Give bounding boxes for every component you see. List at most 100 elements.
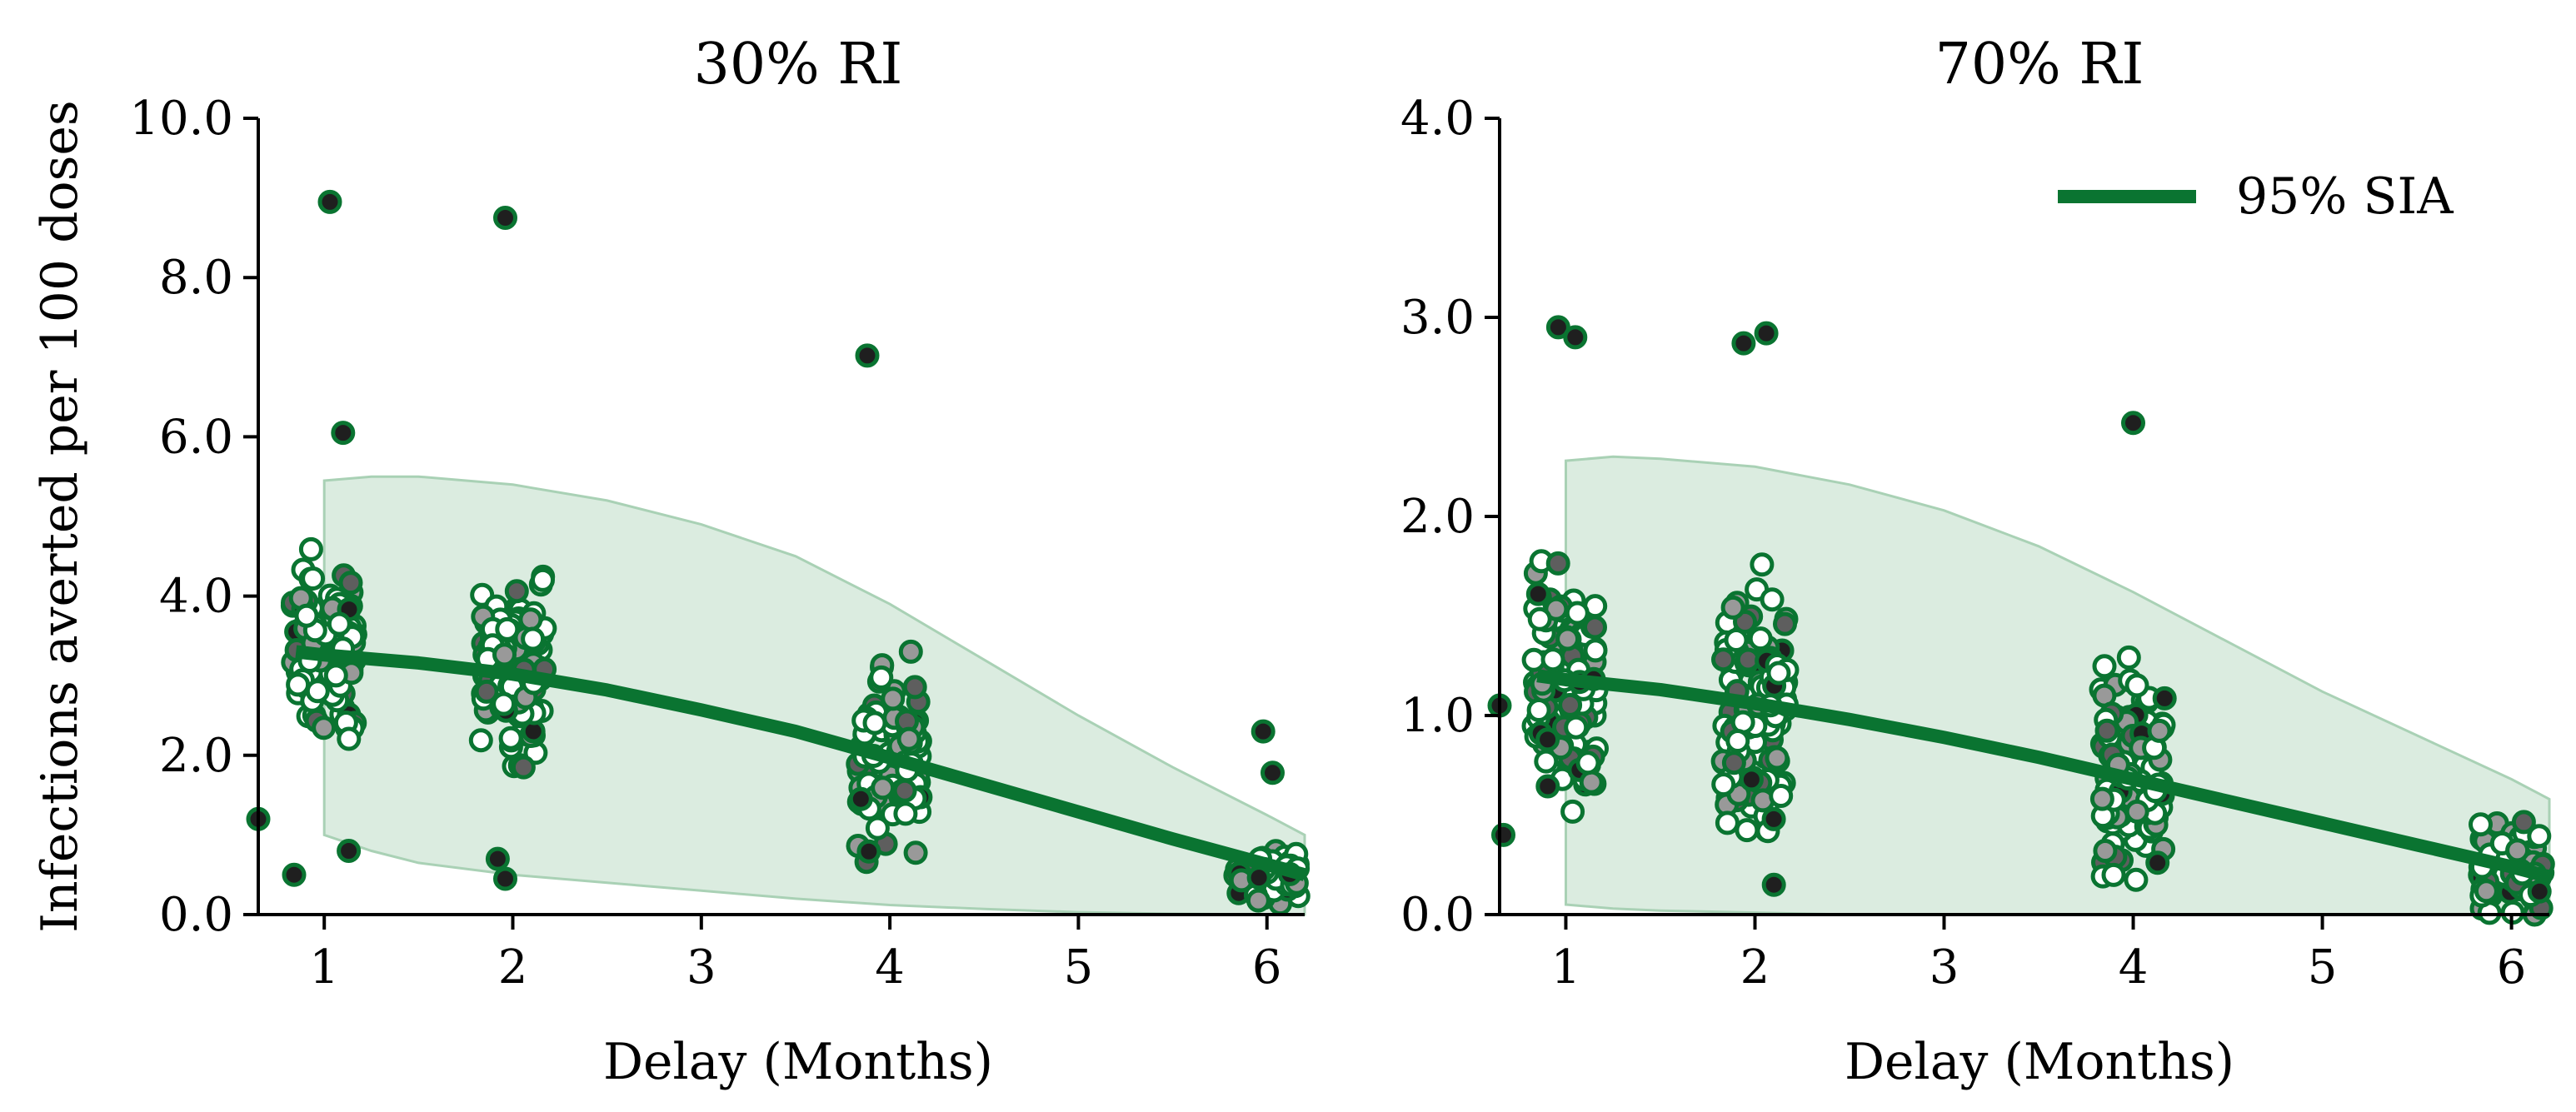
data-point [2094, 718, 2119, 743]
outlier-point [1261, 760, 1285, 785]
legend-label: 95% SIA [2236, 167, 2454, 226]
x-tick-label: 5 [1064, 940, 1094, 995]
data-point [1579, 770, 1604, 795]
data-point [1750, 552, 1775, 577]
data-point [871, 775, 896, 800]
outlier-point [485, 846, 510, 871]
data-point [1246, 888, 1271, 913]
data-point [1525, 581, 1550, 606]
panel-title: 70% RI [1935, 32, 2144, 97]
data-point [337, 726, 362, 751]
data-point [856, 839, 881, 864]
data-point [498, 726, 523, 750]
data-point [848, 786, 873, 811]
outlier-point [493, 866, 517, 891]
x-tick-label: 6 [1252, 940, 1282, 995]
outlier-point [331, 421, 356, 446]
data-point [492, 642, 517, 667]
outlier-point [1563, 325, 1588, 350]
y-tick-label: 4.0 [1400, 92, 1475, 146]
data-point [869, 665, 894, 690]
outlier-point [1491, 822, 1515, 847]
y-tick-label: 0.0 [159, 888, 233, 942]
y-tick-label: 3.0 [1400, 291, 1475, 345]
data-point [893, 801, 918, 826]
data-point [1765, 745, 1790, 770]
data-point [1760, 587, 1785, 612]
data-point [2469, 812, 2493, 837]
outlier-point [493, 206, 517, 230]
data-point [2145, 850, 2170, 875]
data-point [1720, 595, 1745, 620]
data-point [531, 567, 555, 592]
data-point [1565, 601, 1590, 626]
y-tick-label: 4.0 [159, 570, 233, 624]
data-point [1555, 626, 1580, 651]
data-point [518, 607, 543, 632]
data-point [2505, 838, 2530, 863]
y-tick-label: 10.0 [129, 92, 233, 146]
data-point [327, 611, 352, 636]
x-tick-label: 2 [498, 940, 528, 995]
data-point [511, 755, 536, 780]
data-point [2511, 810, 2536, 835]
y-tick-label: 6.0 [159, 410, 233, 464]
data-point [2147, 718, 2172, 743]
data-point [1540, 647, 1565, 672]
legend: 95% SIA [2058, 167, 2454, 226]
data-point [298, 536, 323, 561]
data-point [1583, 638, 1608, 663]
outlier-point [1754, 321, 1779, 346]
data-point [1560, 799, 1585, 824]
data-point [2124, 867, 2149, 892]
data-point [301, 566, 326, 591]
data-point [1535, 774, 1560, 799]
data-point [492, 691, 517, 716]
outlier-point [1545, 315, 1570, 340]
x-tick-label: 6 [2497, 940, 2527, 995]
data-point [2101, 862, 2126, 887]
data-point [1739, 767, 1764, 792]
panel-title: 30% RI [694, 32, 903, 97]
data-point [1766, 661, 1791, 686]
outlier-point [337, 839, 362, 863]
data-point [892, 778, 917, 803]
data-point [504, 579, 529, 604]
data-point [902, 675, 927, 700]
x-tick-label: 3 [1930, 940, 1959, 995]
data-point [2527, 879, 2552, 904]
data-point [294, 603, 319, 628]
y-tick-label: 2.0 [1400, 490, 1475, 544]
outlier-point [282, 862, 307, 887]
x-tick-label: 1 [309, 940, 339, 995]
x-tick-label: 5 [2308, 940, 2338, 995]
data-point [1725, 729, 1750, 753]
data-point [2124, 799, 2149, 824]
data-point [898, 639, 923, 664]
data-point [2093, 839, 2118, 863]
outlier-point [1731, 331, 1756, 356]
data-point [1715, 810, 1740, 835]
data-point [1773, 611, 1797, 636]
data-point [2089, 786, 2114, 811]
y-tick-label: 8.0 [159, 251, 233, 305]
x-axis-label: Delay (Months) [603, 1033, 993, 1091]
data-point [521, 626, 546, 651]
y-tick-label: 1.0 [1400, 689, 1475, 743]
data-point [1748, 626, 1773, 651]
data-point [286, 672, 311, 697]
outlier-point [855, 343, 880, 368]
data-point [1545, 551, 1570, 576]
y-tick-label: 0.0 [1400, 888, 1475, 942]
data-point [1761, 806, 1786, 831]
data-point [903, 840, 928, 865]
series-line-95-sia [1536, 669, 2552, 884]
x-tick-label: 1 [1551, 940, 1581, 995]
data-point [1558, 692, 1583, 717]
data-point [1535, 727, 1560, 752]
panel-70-ri: 0.0 1.0 2.0 3.0 4.0 1 2 3 4 5 6 70% RI Delay (Mont… [1400, 32, 2555, 1091]
data-point [1564, 715, 1589, 740]
y-tick-label: 2.0 [159, 729, 233, 783]
data-point [1711, 772, 1736, 797]
panel-30-ri: 0.0 2.0 4.0 6.0 8.0 10.0 1 2 3 4 5 6 30% RI Delay (… [31, 32, 1310, 1091]
